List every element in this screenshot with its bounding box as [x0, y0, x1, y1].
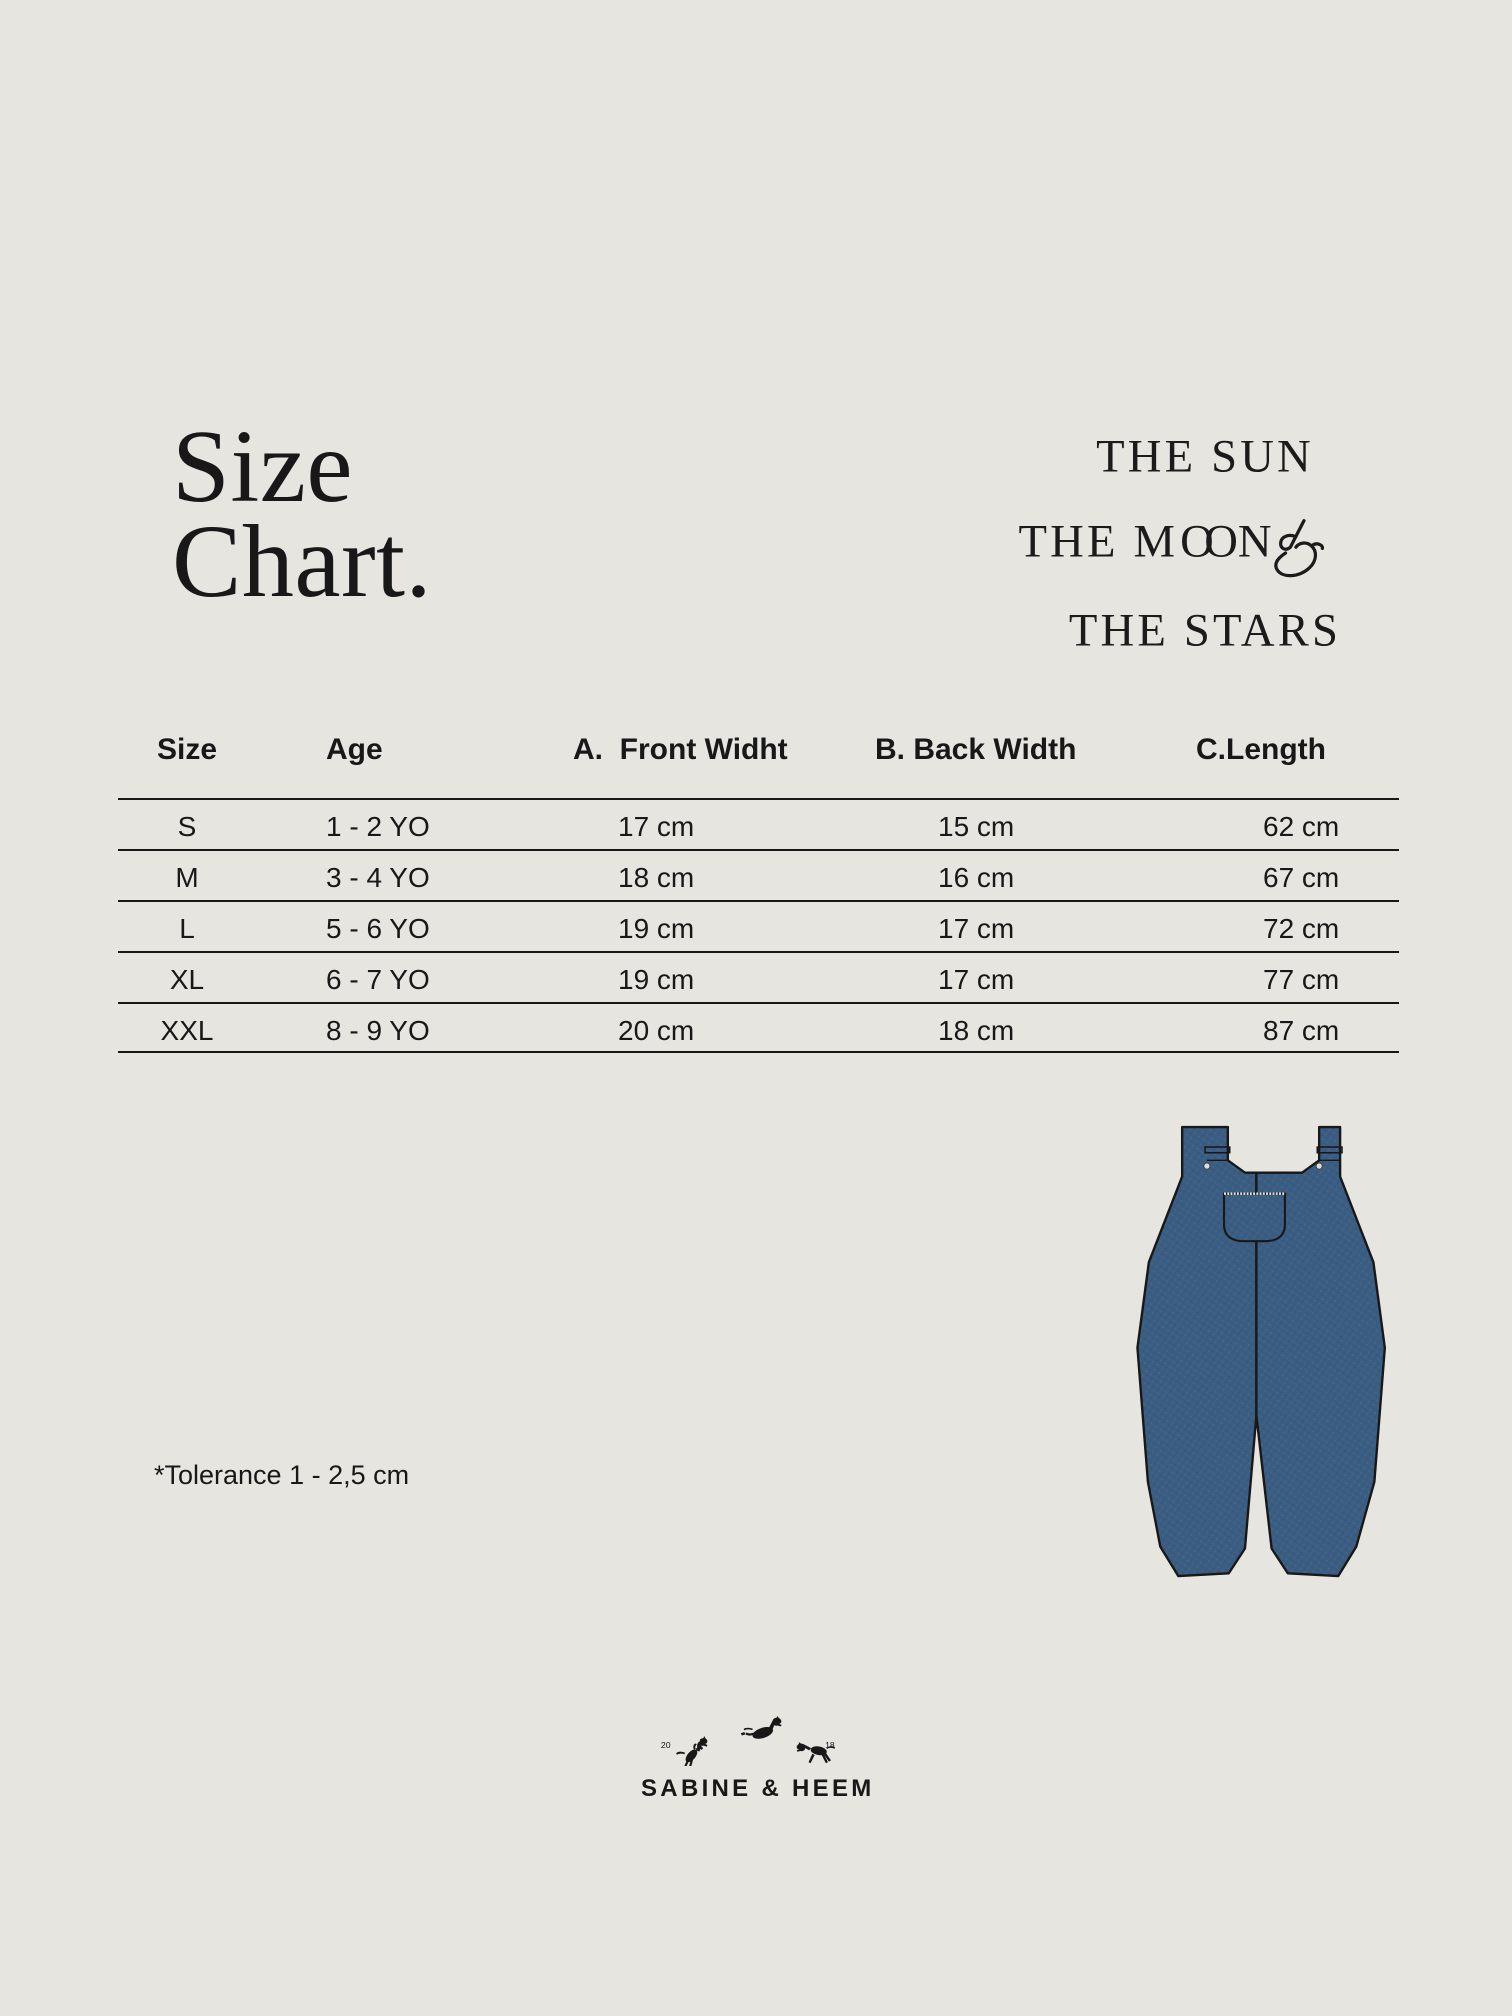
svg-text:THE M: THE M [1018, 515, 1178, 567]
svg-text:THE STARS: THE STARS [1069, 605, 1341, 657]
svg-text:THE SUN: THE SUN [1096, 431, 1314, 483]
svg-text:N: N [1238, 515, 1275, 567]
svg-text:20: 20 [661, 1740, 671, 1750]
svg-text:OO: OO [1180, 515, 1236, 567]
svg-text:18: 18 [825, 1740, 835, 1750]
